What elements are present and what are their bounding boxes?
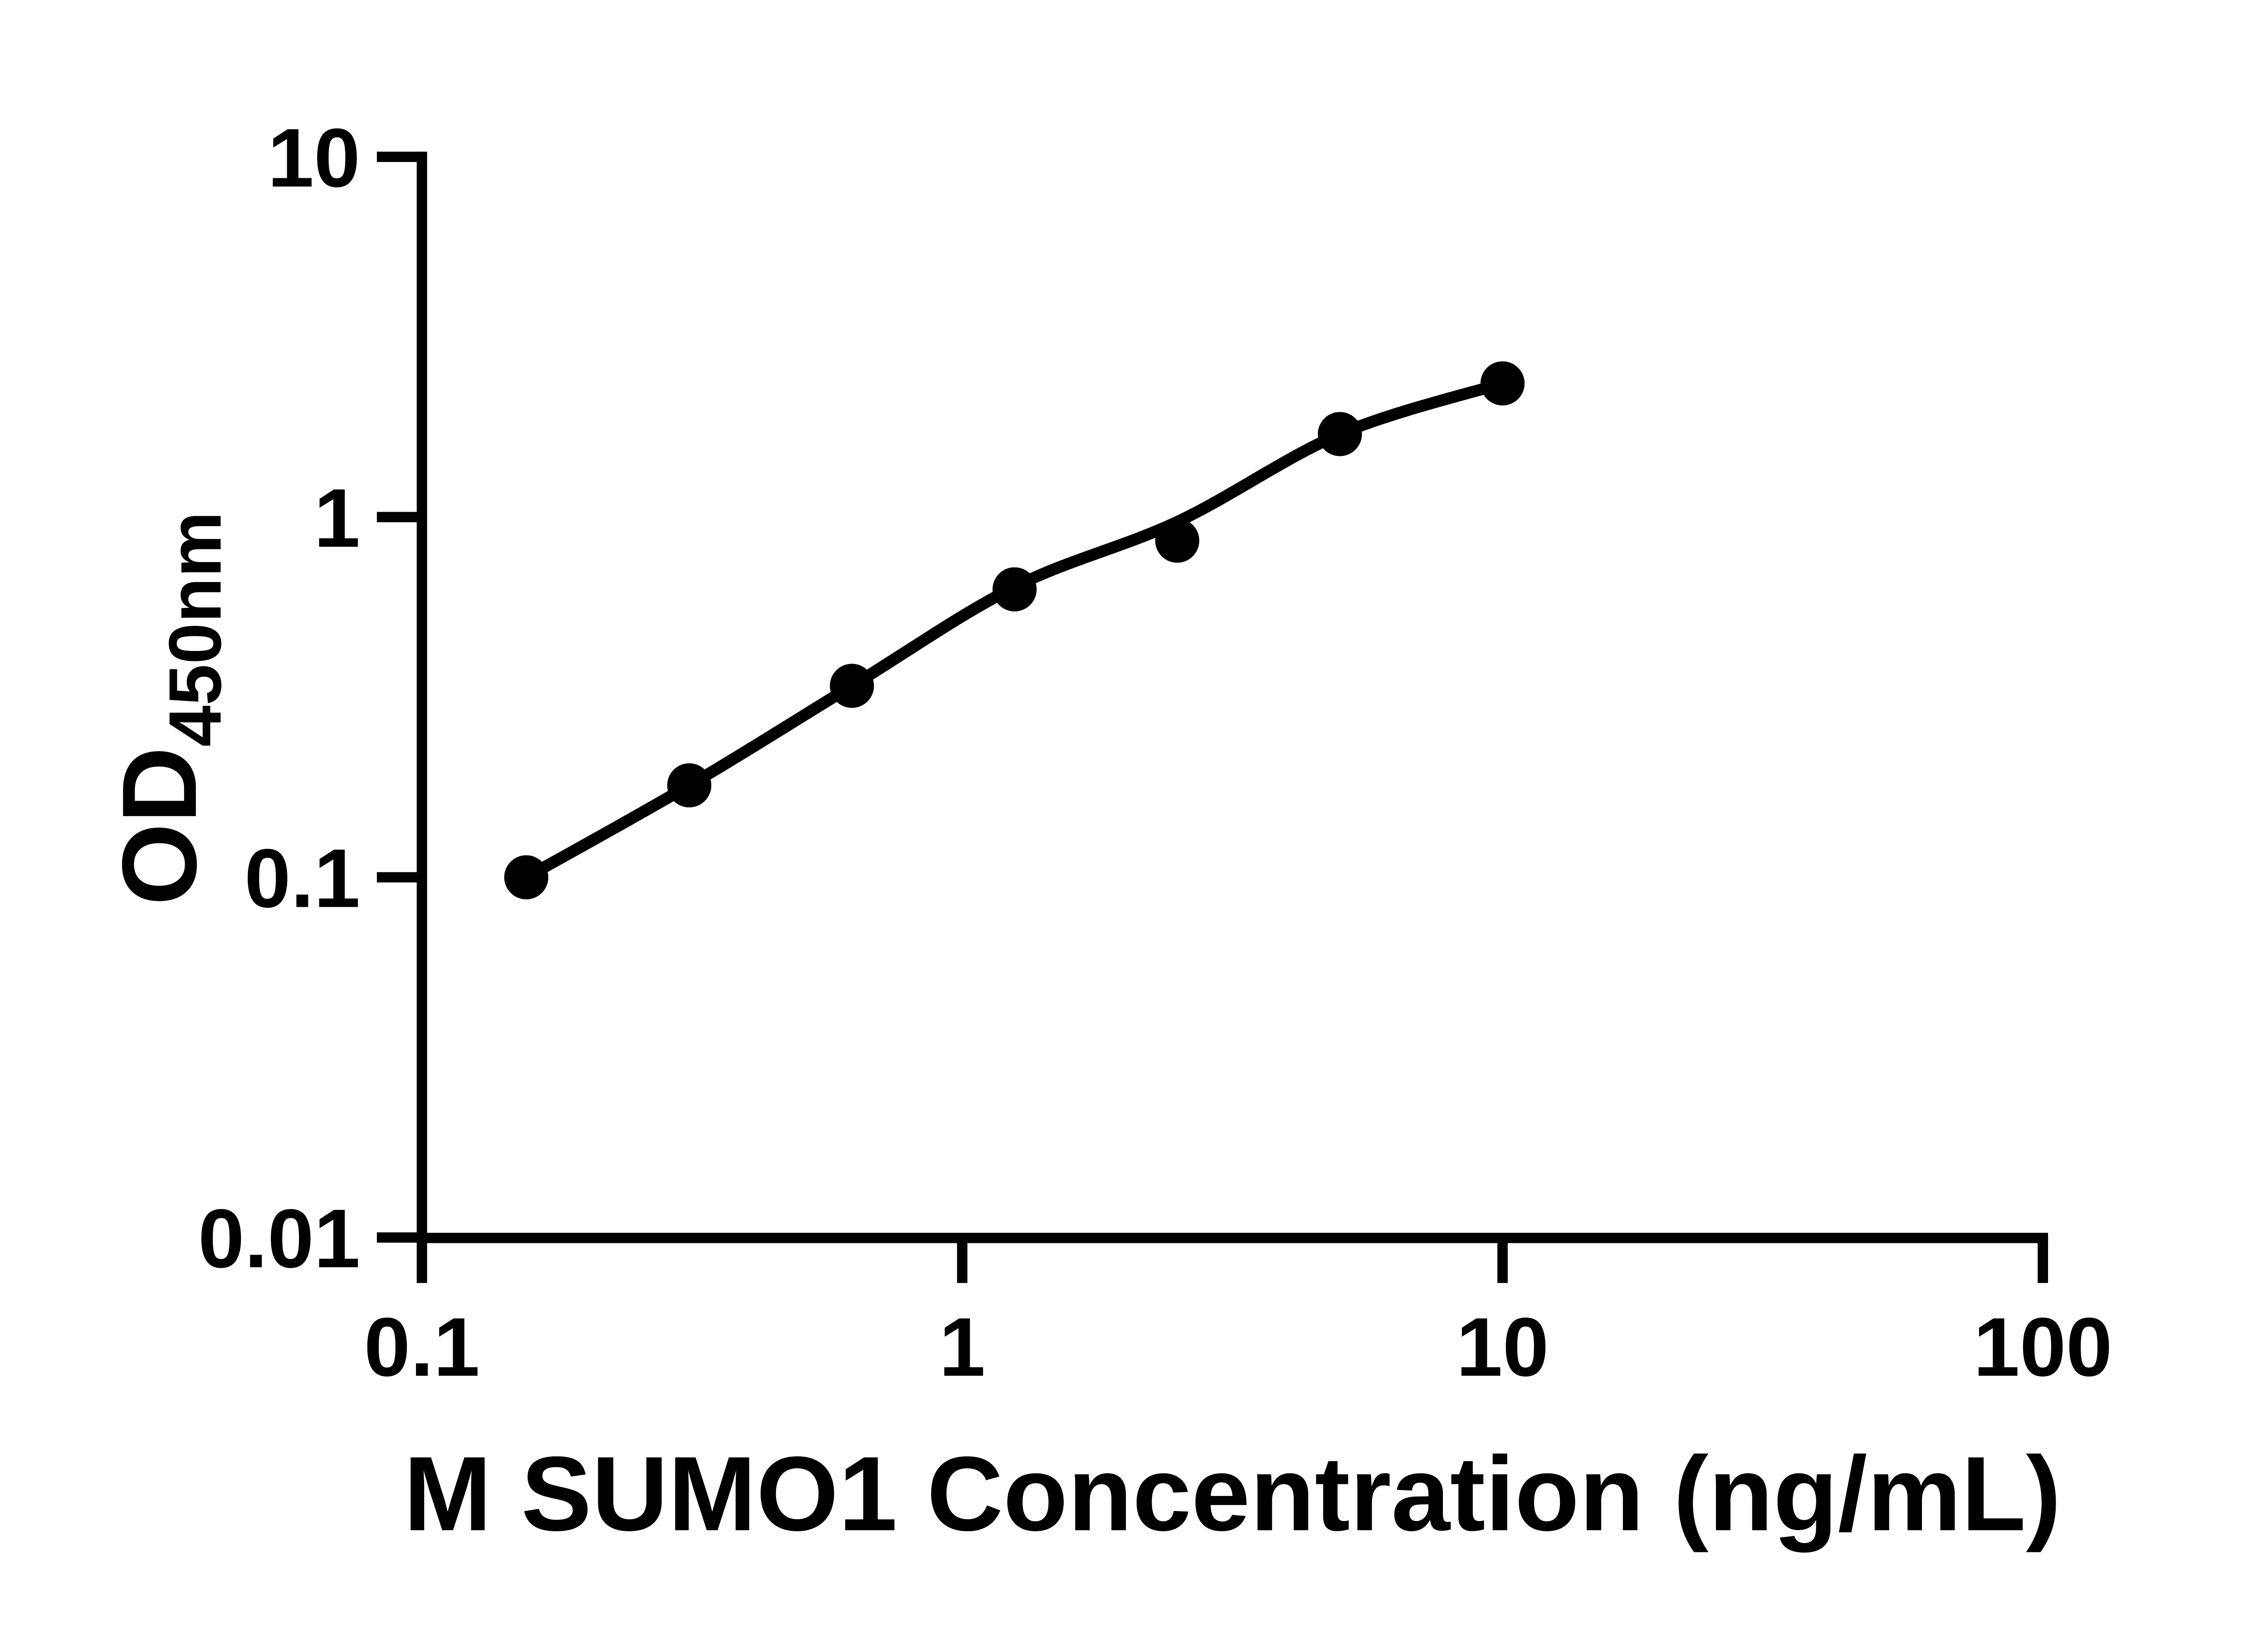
x-tick-label: 10 xyxy=(1456,1301,1549,1393)
x-axis-title: M SUMO1 Concentration (ng/mL) xyxy=(404,1435,2061,1553)
data-point xyxy=(1318,412,1362,456)
data-point xyxy=(830,664,874,708)
data-point xyxy=(504,855,548,900)
fit-curve-layer xyxy=(523,377,1505,883)
x-tick-label: 1 xyxy=(939,1301,985,1393)
data-point xyxy=(992,567,1037,611)
axes-layer xyxy=(376,152,2048,1283)
x-tick-label: 100 xyxy=(1973,1301,2112,1393)
data-point xyxy=(1155,518,1199,563)
data-point xyxy=(1480,361,1525,406)
fit-curve xyxy=(523,377,1505,883)
y-tick-label: 10 xyxy=(268,111,360,204)
y-axis-title: OD450nm xyxy=(101,511,237,905)
y-tick-label: 0.1 xyxy=(244,832,360,925)
y-tick-label: 0.01 xyxy=(198,1192,360,1285)
data-point xyxy=(667,763,712,807)
data-point-layer xyxy=(504,361,1525,900)
y-tick-label: 1 xyxy=(314,471,360,564)
x-tick-label: 0.1 xyxy=(364,1301,479,1393)
